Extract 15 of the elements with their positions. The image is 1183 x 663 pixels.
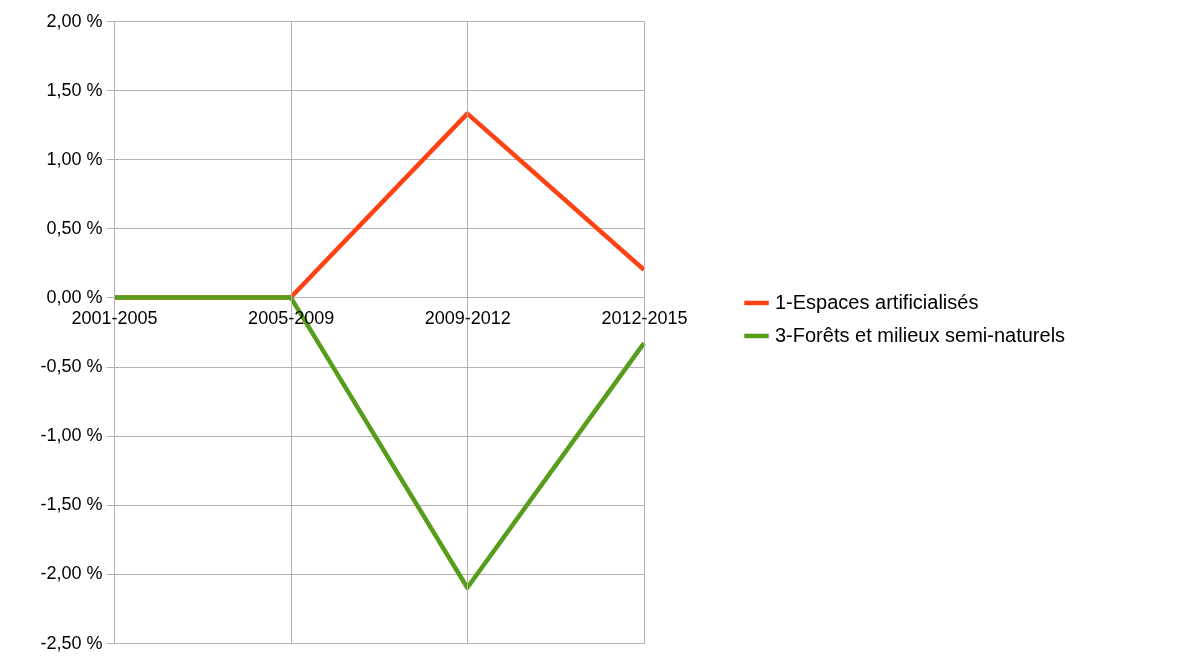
y-tick-label: 0,00 %: [46, 286, 103, 307]
x-tick-label: 2009-2012: [424, 307, 511, 328]
legend-label: 3-Forêts et milieux semi-naturels: [775, 323, 1066, 346]
x-tick-label: 2012-2015: [601, 307, 688, 328]
y-tick-label: 0,50 %: [46, 217, 103, 238]
x-tick-label: 2001-2005: [71, 307, 158, 328]
y-tick-label: 2,00 %: [46, 10, 103, 31]
y-tick-label: -2,00 %: [40, 563, 103, 584]
y-tick-label: 1,50 %: [46, 79, 103, 100]
y-tick-label: -2,50 %: [40, 632, 103, 653]
legend-label: 1-Espaces artificialisés: [775, 290, 979, 313]
y-tick-label: 1,00 %: [46, 148, 103, 169]
y-tick-label: -0,50 %: [40, 356, 103, 377]
y-tick-label: -1,50 %: [40, 494, 103, 515]
y-tick-label: -1,00 %: [40, 425, 103, 446]
